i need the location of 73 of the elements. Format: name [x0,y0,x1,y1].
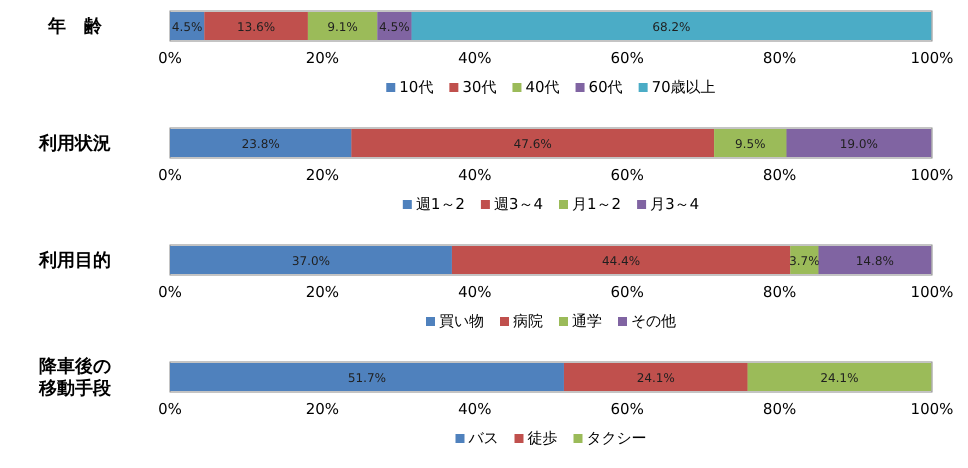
x-tick-label: 60% [610,283,644,301]
bar [308,12,378,40]
legend-label: 徒歩 [528,429,558,447]
data-label: 3.7% [789,254,820,268]
x-tick-label: 0% [158,49,182,67]
data-label: 4.5% [172,20,202,34]
legend-label: 70歳以上 [652,78,716,96]
data-label: 24.1% [820,371,858,385]
x-tick-label: 0% [158,166,182,184]
x-tick-label: 100% [910,400,954,418]
legend-label: 40代 [525,78,560,96]
data-label: 51.7% [348,371,386,385]
legend-label: 通学 [572,312,602,330]
legend-label: 週3～4 [494,195,543,213]
legend-label: 60代 [588,78,623,96]
legend-label: その他 [631,312,676,330]
bar [714,129,786,157]
x-tick-label: 20% [306,166,340,184]
bar [786,129,932,157]
bar [748,363,932,391]
bar [452,246,790,274]
legend-label: 月1～2 [572,195,622,213]
x-tick-label: 100% [910,166,954,184]
y-tick-label: 利用目的 [38,250,111,271]
x-tick-label: 60% [610,166,644,184]
x-tick-label: 80% [762,283,796,301]
x-tick-label: 100% [910,283,954,301]
x-tick-label: 40% [458,400,492,418]
data-label: 13.6% [237,20,276,34]
bar [170,129,352,157]
legend-label: タクシー [586,429,646,447]
bar [818,246,932,274]
data-label: 37.0% [292,254,330,268]
data-label: 19.0% [840,137,878,151]
data-label: 23.8% [242,137,280,151]
legend-label: 30代 [462,78,496,96]
data-label: 9.5% [735,137,766,151]
x-tick-label: 100% [910,49,954,67]
bar [412,12,932,40]
legend-label: 10代 [399,78,434,96]
bar [170,363,564,391]
x-tick-label: 40% [458,49,492,67]
x-tick-label: 80% [762,49,796,67]
x-tick-label: 20% [306,49,340,67]
bar [204,12,308,40]
y-tick-label: 年 齢 [47,16,103,37]
x-tick-label: 20% [306,400,340,418]
x-tick-label: 20% [306,283,340,301]
x-tick-label: 0% [158,400,182,418]
y-tick-label: 利用状況 [38,133,111,154]
data-label: 68.2% [652,20,690,34]
y-tick-label: 降車後の移動手段 [38,356,112,399]
legend-label: 週1～2 [416,195,465,213]
x-tick-label: 40% [458,283,492,301]
x-tick-label: 0% [158,283,182,301]
data-label: 24.1% [636,371,675,385]
legend-label: 買い物 [439,312,484,330]
legend-label: 病院 [513,312,543,330]
x-tick-label: 80% [762,400,796,418]
bar [170,246,452,274]
bar [564,363,748,391]
data-label: 14.8% [856,254,894,268]
legend-label: 月3～4 [650,195,700,213]
bar [351,129,714,157]
data-label: 44.4% [602,254,640,268]
data-label: 4.5% [379,20,410,34]
data-label: 47.6% [514,137,552,151]
legend-label: バス [468,429,498,447]
x-tick-label: 60% [610,49,644,67]
x-tick-label: 60% [610,400,644,418]
data-label: 9.1% [327,20,358,34]
x-tick-label: 40% [458,166,492,184]
x-tick-label: 80% [762,166,796,184]
